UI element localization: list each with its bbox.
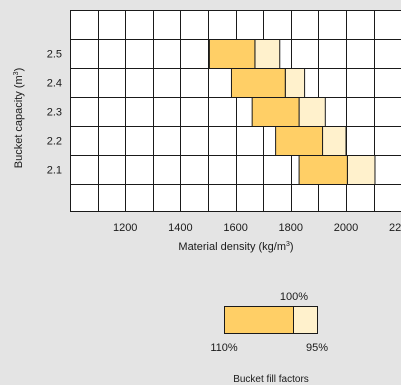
bar-fill-110-100-2-3: [251, 97, 300, 127]
plot-area: 2.5 2.4 2.3 2.2 2.1 1200 1400 1600 1800 2000 2200 M…: [13, 10, 401, 253]
y-axis-label: Bucket capacity (m3): [13, 68, 25, 169]
y-tick-label: 2.3: [47, 107, 62, 119]
legend-swatch-110-100: [224, 306, 294, 334]
legend-label-right: 95%: [306, 342, 328, 354]
y-axis-label-text: Bucket capacity (m: [13, 75, 25, 168]
legend-label-top: 100%: [280, 291, 308, 303]
x-axis-label-text: Material density (kg/m: [178, 241, 286, 253]
x-tick-label: 2000: [334, 222, 358, 234]
bar-fill-100-95-2-3: [298, 97, 326, 127]
y-tick-label: 2.1: [47, 165, 62, 177]
y-axis-label-superscript: 3: [13, 71, 20, 75]
bar-fill-110-100-2-2: [275, 126, 324, 156]
x-axis-label-superscript: 3: [286, 241, 290, 248]
x-axis-label: Material density (kg/m3): [178, 241, 293, 253]
bar-fill-100-95-2-4: [284, 68, 306, 98]
x-tick-label: 2200: [389, 222, 401, 234]
y-axis-label-close: ): [13, 68, 25, 72]
legend: 100% 110% 95% Bucket fill factors: [210, 291, 328, 385]
y-tick-label: 2.2: [47, 136, 62, 148]
legend-swatch-100-95: [293, 306, 318, 334]
y-tick-label: 2.4: [47, 78, 62, 90]
legend-title: Bucket fill factors: [233, 374, 309, 385]
bar-fill-110-100-2-4: [230, 68, 286, 98]
bar-fill-100-95-2-2: [322, 126, 347, 156]
x-tick-label: 1200: [113, 222, 137, 234]
x-tick-label: 1600: [223, 222, 247, 234]
y-tick-label: 2.5: [47, 49, 62, 61]
x-axis-label-close: ): [290, 241, 294, 253]
bar-fill-110-100-2-1: [298, 155, 348, 185]
bar-fill-100-95-2-1: [346, 155, 376, 185]
bar-fill-110-100-2-5: [208, 39, 256, 69]
x-tick-label: 1800: [279, 222, 303, 234]
x-tick-label: 1400: [168, 222, 192, 234]
legend-label-left: 110%: [210, 342, 238, 354]
bar-fill-100-95-2-5: [254, 39, 281, 69]
